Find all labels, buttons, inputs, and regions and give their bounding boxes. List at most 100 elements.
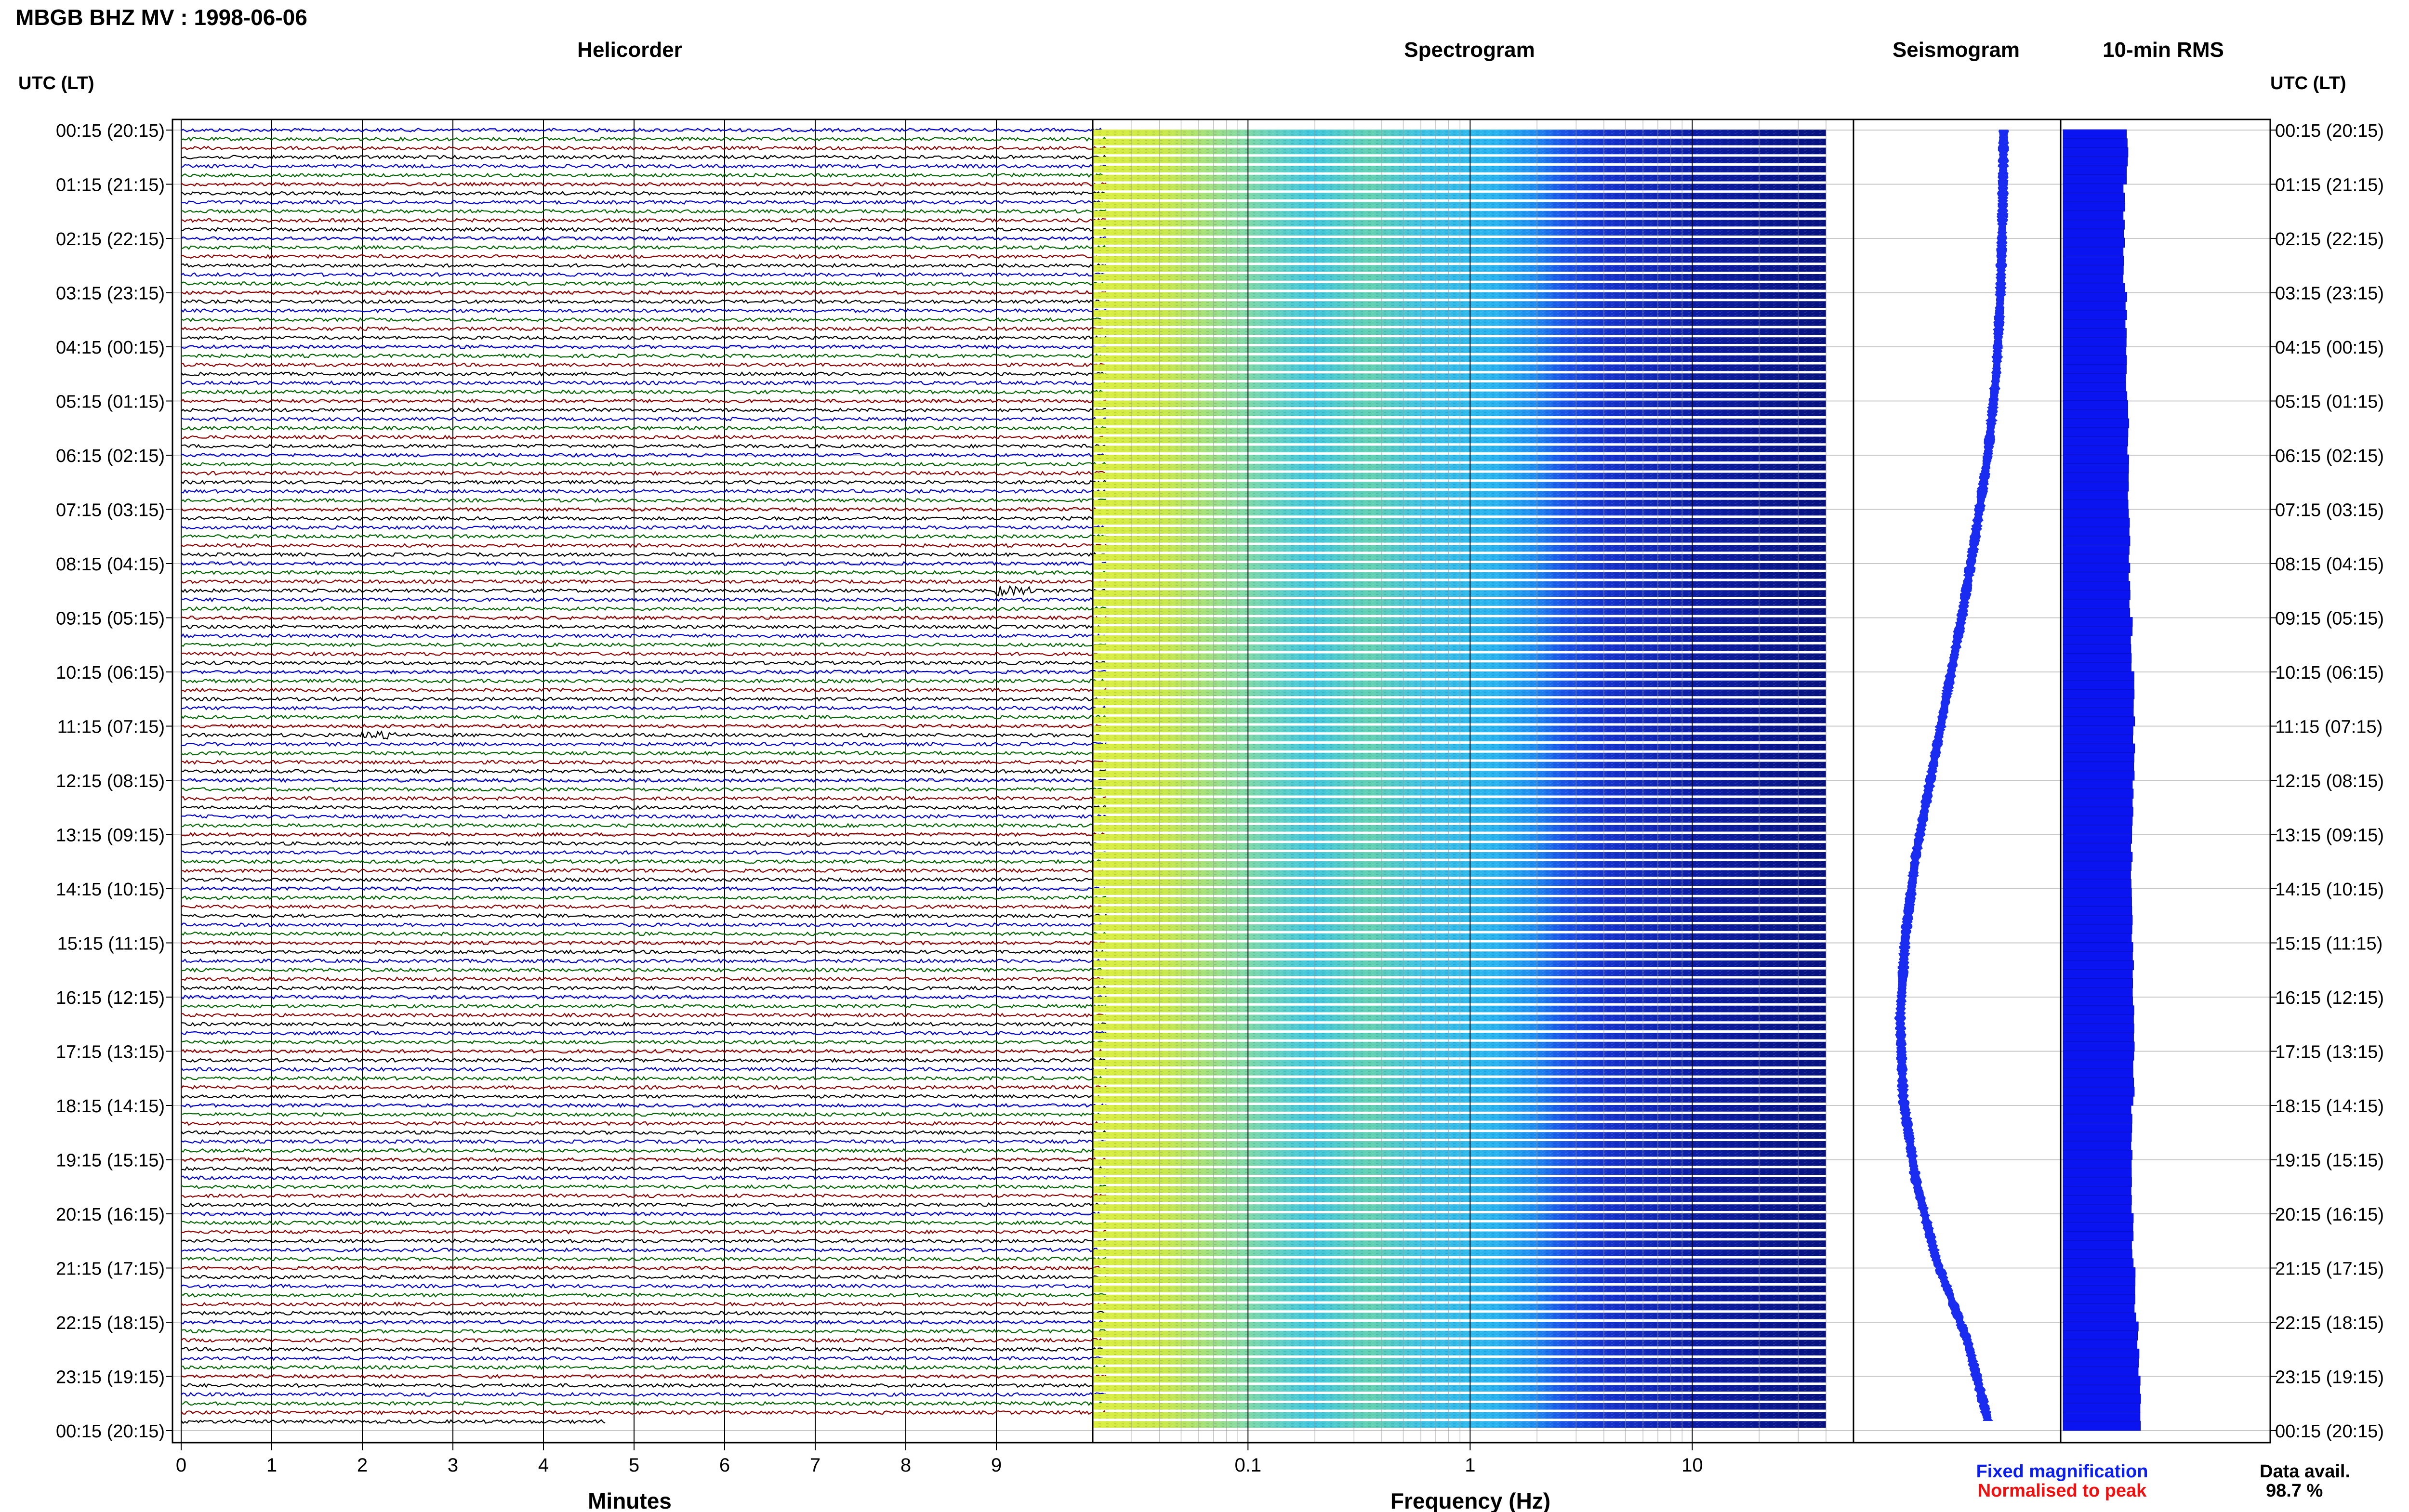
helicorder-trace	[181, 1066, 1107, 1072]
helicorder-trace	[181, 199, 1107, 205]
rms-bar	[2063, 427, 2129, 437]
time-label-left: 00:15 (20:15)	[56, 121, 165, 141]
time-label-right: 08:15 (04:15)	[2275, 554, 2384, 575]
helicorder-trace	[181, 245, 1107, 250]
rms-bar	[2063, 220, 2125, 230]
helicorder-trace	[181, 730, 1107, 740]
data-availability-value: 98.7 %	[2266, 1481, 2323, 1501]
rms-bar	[2063, 247, 2124, 257]
spectrogram-texture	[1093, 1005, 1826, 1012]
rms-bar	[2063, 391, 2128, 401]
spectrogram-texture	[1093, 400, 1826, 408]
spectrogram-texture	[1093, 1267, 1826, 1275]
spectrogram-texture	[1093, 1340, 1826, 1347]
helicorder-trace	[181, 254, 1107, 259]
helicorder-trace	[181, 1193, 1107, 1198]
spectrogram-texture	[1093, 1150, 1826, 1157]
rms-bar	[2063, 536, 2131, 546]
rms-bar	[2063, 1032, 2134, 1043]
helicorder-trace	[181, 127, 1107, 133]
spectrogram-bands	[1092, 119, 1827, 1443]
rms-bar	[2063, 581, 2131, 591]
spectrogram-texture	[1093, 1222, 1826, 1229]
helicorder-trace	[181, 1310, 1107, 1316]
helicorder-trace	[181, 209, 1107, 214]
helicorder-trace	[181, 1048, 1107, 1054]
rms-bar	[2063, 707, 2134, 718]
rms-bar	[2063, 969, 2133, 979]
rms-bar	[2063, 1285, 2135, 1296]
spectrogram-texture	[1093, 419, 1826, 425]
minute-tick-label: 8	[900, 1455, 911, 1476]
spectrogram-texture	[1093, 301, 1826, 308]
spectrogram-texture	[1093, 202, 1826, 209]
spectrogram-texture	[1093, 1069, 1826, 1076]
spectrogram-texture	[1093, 626, 1826, 633]
helicorder-trace	[181, 570, 1107, 576]
spectrogram-texture	[1093, 1376, 1826, 1383]
rms-bar	[2063, 1231, 2134, 1241]
rms-bar	[2063, 382, 2126, 393]
rms-bar	[2063, 1367, 2139, 1377]
spectrogram-texture	[1093, 319, 1826, 326]
spectrogram-texture	[1093, 220, 1826, 227]
rms-bar	[2063, 1330, 2138, 1341]
frequency-tick-label: 10	[1681, 1455, 1703, 1476]
rms-bar	[2063, 1267, 2136, 1277]
spectrogram-texture	[1093, 1394, 1826, 1401]
x-axis-ticks: 0 1 2 3 4 5 6 7 8 9 0.1 1 10	[176, 1443, 1703, 1476]
spectrogram-texture	[1093, 247, 1826, 254]
helicorder-trace	[181, 597, 1107, 603]
spectrogram-texture	[1093, 563, 1826, 570]
spectrogram-texture	[1093, 978, 1826, 986]
spectrogram-texture	[1093, 265, 1826, 272]
helicorder-trace	[181, 994, 1107, 1000]
spectrogram-texture	[1093, 1286, 1826, 1292]
spectrogram-texture	[1093, 1051, 1826, 1058]
helicorder-trace	[181, 461, 1107, 467]
time-label-right: 13:15 (09:15)	[2275, 826, 2384, 846]
time-label-right: 21:15 (17:15)	[2275, 1259, 2384, 1279]
spectrogram-texture	[1093, 1033, 1826, 1039]
spectrogram-texture	[1093, 1403, 1826, 1410]
helicorder-trace	[181, 1211, 1107, 1217]
spectrogram-texture	[1093, 346, 1826, 353]
spectrogram-texture	[1093, 138, 1826, 145]
rms-bar	[2063, 933, 2132, 943]
rms-bar	[2063, 292, 2128, 302]
helicorder-trace	[181, 425, 1107, 431]
helicorder-trace	[181, 145, 1107, 151]
minute-tick-label: 4	[538, 1455, 549, 1476]
rms-bar	[2063, 1186, 2131, 1196]
spectrogram-texture	[1093, 870, 1826, 877]
rms-bar	[2063, 563, 2131, 573]
rms-bar	[2063, 301, 2126, 311]
rms-bar	[2063, 1068, 2133, 1079]
helicorder-trace	[181, 624, 1107, 630]
spectrogram-texture	[1093, 1240, 1826, 1247]
helicorder-trace	[181, 579, 1107, 585]
helicorder-trace	[181, 886, 1107, 892]
time-label-left: 14:15 (10:15)	[56, 880, 165, 900]
spectrogram-texture	[1093, 482, 1826, 488]
spectrogram-texture	[1093, 328, 1826, 335]
rms-bar	[2063, 184, 2124, 194]
helicorder-trace	[181, 1365, 1107, 1370]
spectrogram-texture	[1093, 933, 1826, 940]
spectrogram-texture	[1093, 518, 1826, 525]
rms-bar	[2063, 671, 2134, 682]
time-label-right: 11:15 (07:15)	[2275, 717, 2383, 737]
spectrogram-texture	[1093, 292, 1826, 299]
spectrogram-texture	[1093, 1213, 1826, 1220]
helicorder-trace	[181, 678, 1107, 684]
legend-fixed-magnification: Fixed magnification	[1976, 1461, 2148, 1482]
helicorder-trace	[181, 777, 1107, 783]
rms-bar	[2063, 689, 2135, 699]
helicorder-trace	[181, 1166, 1107, 1171]
helicorder-trace	[181, 1012, 1107, 1018]
data-availability-label: Data avail.	[2260, 1461, 2350, 1482]
spectrogram-texture	[1093, 1322, 1826, 1328]
spectrogram-texture	[1093, 1249, 1826, 1256]
helicorder-trace	[181, 443, 1107, 449]
spectrogram-texture	[1093, 689, 1826, 697]
